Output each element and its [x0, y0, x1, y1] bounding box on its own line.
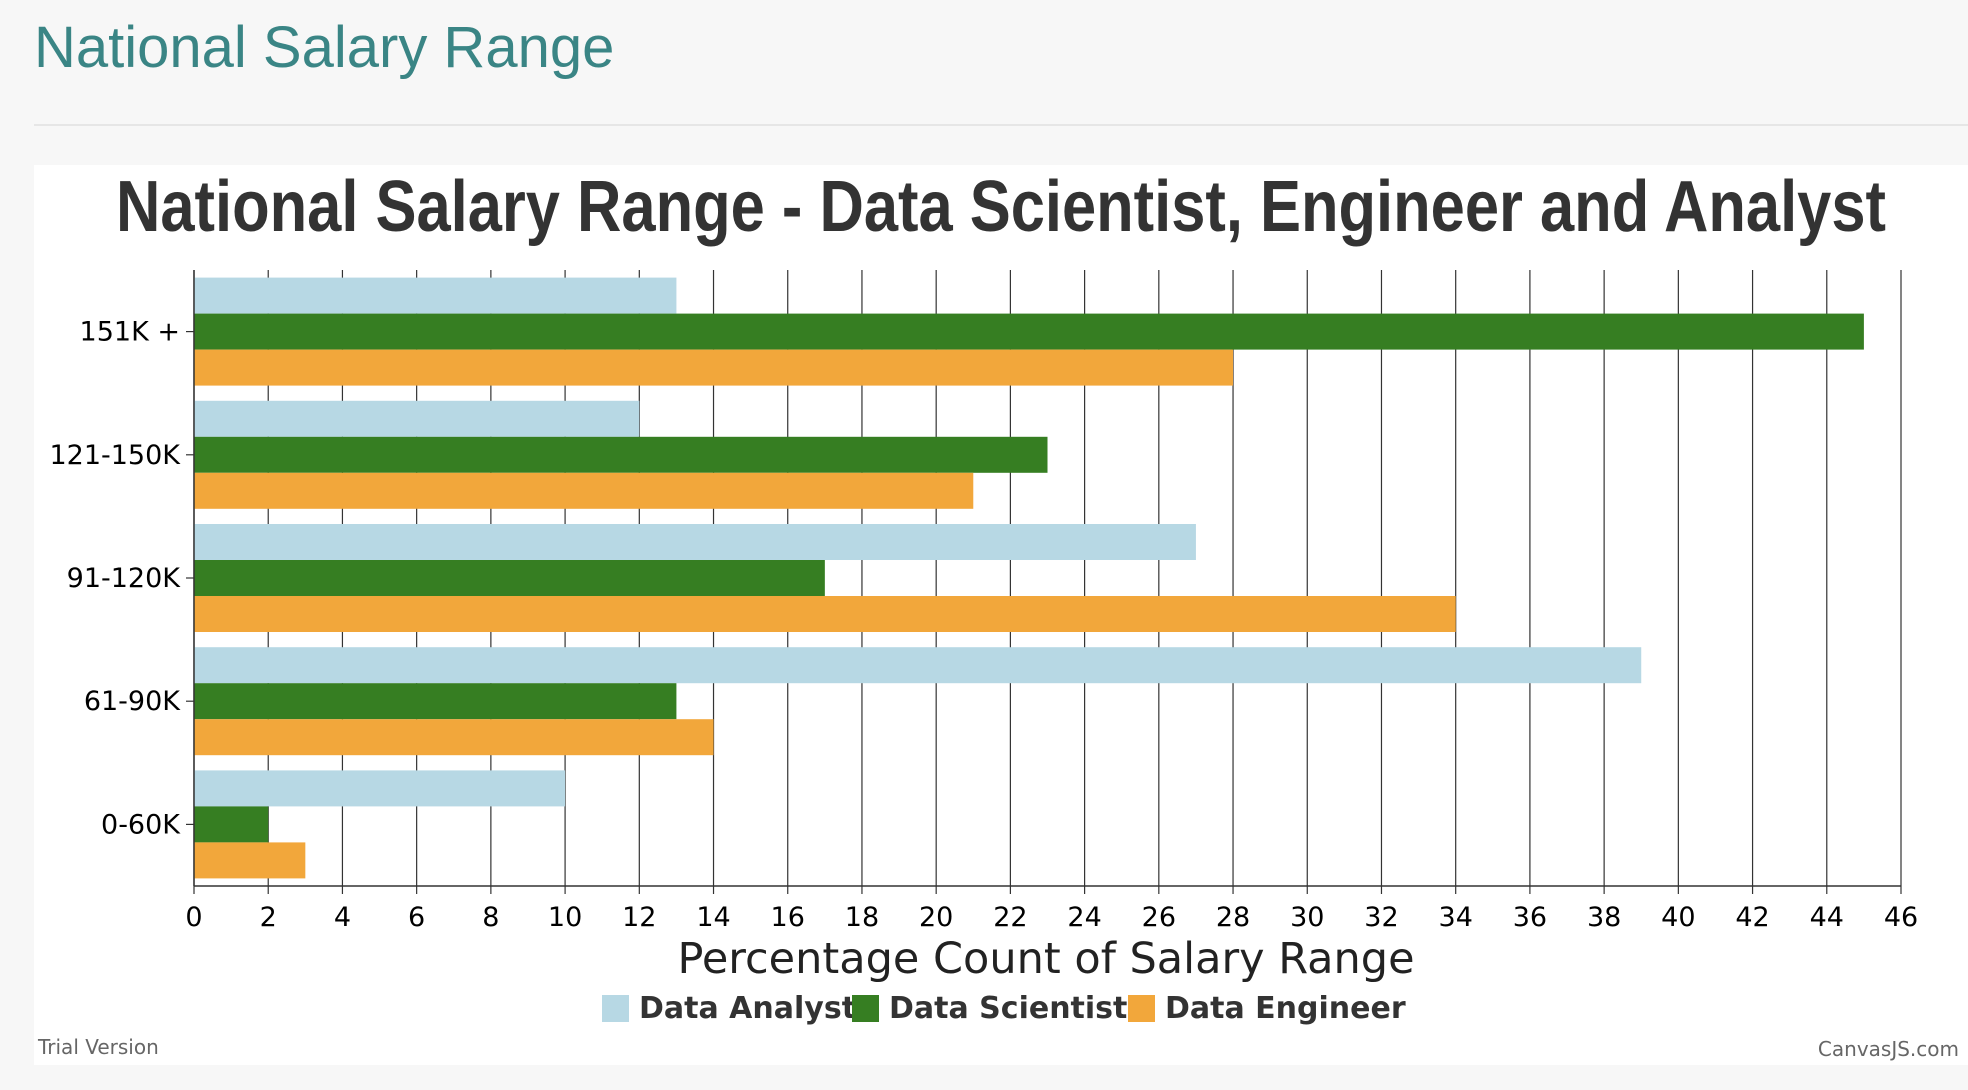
y-category-label: 0-60K [101, 809, 181, 840]
bar-data-scientist-121-150k[interactable] [194, 436, 1048, 473]
canvasjs-credit[interactable]: CanvasJS.com [1818, 1037, 1959, 1061]
x-tick-label: 24 [1067, 902, 1101, 933]
bar-data-engineer-91-120k[interactable] [194, 596, 1456, 632]
x-tick-label: 20 [919, 902, 953, 933]
legend-swatch[interactable] [602, 995, 629, 1022]
x-tick-label: 6 [408, 902, 425, 933]
x-tick-label: 36 [1513, 902, 1547, 933]
x-tick-label: 12 [622, 902, 656, 933]
x-tick-label: 28 [1216, 902, 1250, 933]
x-axis-title: Percentage Count of Salary Range [677, 934, 1414, 984]
x-tick-label: 40 [1661, 902, 1695, 933]
bar-data-analyst-121-150k[interactable] [194, 400, 640, 437]
legend-swatch[interactable] [1128, 995, 1155, 1022]
bar-data-analyst-151k-[interactable] [194, 277, 677, 314]
x-tick-label: 2 [260, 902, 277, 933]
x-tick-label: 46 [1884, 902, 1918, 933]
chart-panel: National Salary Range - Data Scientist, … [34, 165, 1968, 1065]
y-category-label: 121-150K [49, 440, 181, 471]
bar-data-analyst-61-90k[interactable] [194, 647, 1642, 684]
y-category-label: 151K + [80, 317, 180, 348]
x-tick-label: 14 [696, 902, 730, 933]
bar-data-scientist-61-90k[interactable] [194, 683, 677, 720]
trial-version-note: Trial Version [37, 1035, 159, 1059]
x-tick-label: 38 [1587, 902, 1621, 933]
x-tick-label: 22 [993, 902, 1027, 933]
bar-data-analyst-91-120k[interactable] [194, 524, 1196, 560]
chart-title: National Salary Range - Data Scientist, … [116, 167, 1886, 247]
y-category-label: 91-120K [67, 563, 182, 594]
x-tick-label: 8 [482, 902, 499, 933]
y-category-label: 61-90K [84, 686, 181, 717]
page-heading: National Salary Range [34, 15, 615, 80]
axes: 0 2 4 6 8 10 12 14 16 18 20 22 24 26 28 30 32 34 36 38 40 42 4… [49, 270, 1918, 933]
bars [194, 277, 1864, 879]
x-tick-label: 10 [548, 902, 582, 933]
bar-data-engineer-0-60k[interactable] [194, 842, 306, 879]
bar-data-scientist-151k-[interactable] [194, 313, 1864, 350]
x-tick-label: 4 [334, 902, 351, 933]
x-tick-label: 32 [1364, 902, 1398, 933]
x-tick-label: 16 [771, 902, 805, 933]
x-tick-label: 42 [1735, 902, 1769, 933]
x-tick-label: 18 [845, 902, 879, 933]
legend-label[interactable]: Data Engineer [1165, 991, 1406, 1026]
bar-data-scientist-0-60k[interactable] [194, 806, 269, 843]
legend-swatch[interactable] [852, 995, 879, 1022]
legend: Data Analyst Data Scientist Data Engineer [602, 991, 1406, 1026]
bar-data-scientist-91-120k[interactable] [194, 560, 825, 596]
x-tick-label: 0 [185, 902, 202, 933]
x-tick-label: 30 [1290, 902, 1324, 933]
bar-data-engineer-151k-[interactable] [194, 349, 1234, 386]
legend-label[interactable]: Data Analyst [639, 991, 856, 1026]
bar-data-analyst-0-60k[interactable] [194, 770, 566, 807]
x-tick-label: 34 [1439, 902, 1473, 933]
x-tick-label: 44 [1810, 902, 1844, 933]
salary-bar-chart: National Salary Range - Data Scientist, … [37, 167, 1959, 1061]
legend-label[interactable]: Data Scientist [889, 991, 1127, 1026]
bar-data-engineer-121-150k[interactable] [194, 472, 974, 509]
x-tick-label: 26 [1142, 902, 1176, 933]
bar-data-engineer-61-90k[interactable] [194, 719, 714, 756]
heading-divider [34, 124, 1968, 126]
